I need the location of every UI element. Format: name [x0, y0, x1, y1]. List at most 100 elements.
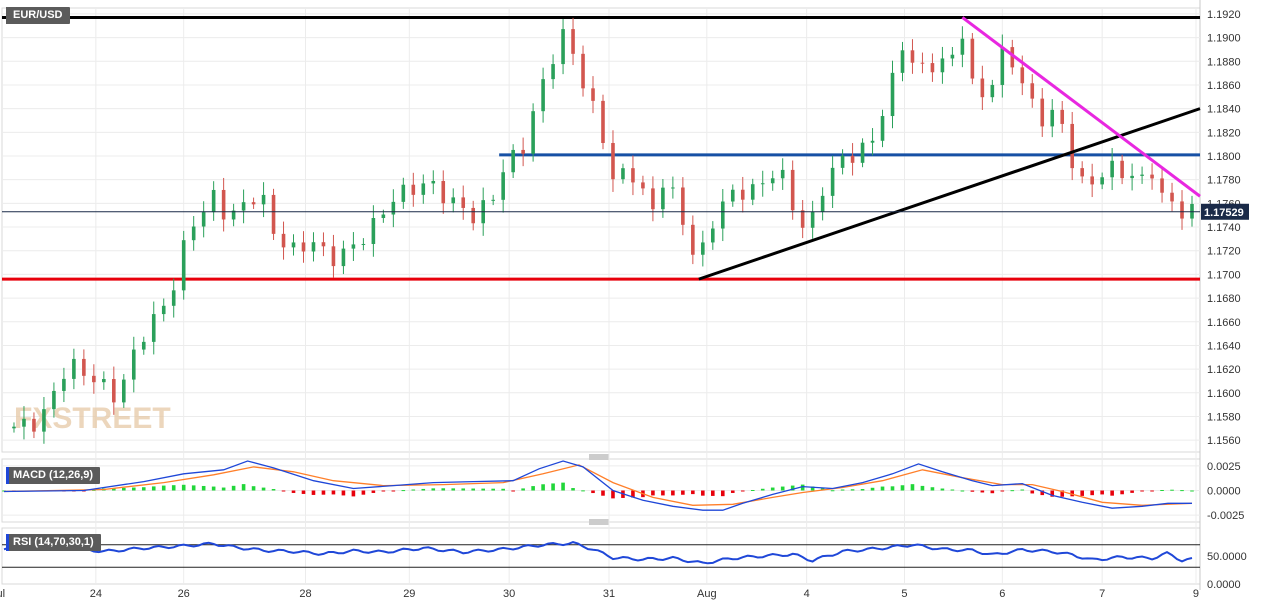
candle-body	[840, 155, 845, 168]
candle-body	[521, 149, 525, 154]
macd-histogram-bar	[1130, 490, 1134, 493]
rsi-tag: RSI (14,70,30,1)	[6, 534, 101, 551]
macd-line	[3, 460, 1192, 511]
macd-histogram-bar	[511, 490, 515, 492]
candle-body	[681, 187, 685, 225]
y-tick-label: 1.1920	[1207, 9, 1241, 21]
macd-histogram-bar	[471, 488, 476, 491]
candle-body	[621, 168, 625, 180]
candle-body	[601, 100, 605, 143]
y-tick-label: 1.1740	[1207, 222, 1241, 234]
candle-body	[271, 194, 276, 234]
y-tick-label: 1.1660	[1207, 317, 1241, 329]
candle-body	[1110, 160, 1114, 178]
candle-body	[671, 187, 675, 189]
macd-histogram-bar	[131, 487, 136, 491]
macd-histogram-bar	[970, 490, 975, 492]
x-tick-label: 7	[1099, 588, 1105, 600]
candle-body	[1180, 201, 1184, 219]
y-tick-label: 1.1840	[1207, 104, 1241, 116]
candle-body	[730, 189, 735, 202]
macd-histogram-bar	[112, 488, 116, 491]
macd-histogram-bar	[960, 490, 965, 492]
candle-body	[401, 184, 406, 202]
macd-histogram-bar	[201, 485, 206, 491]
x-tick-label: 9	[1193, 588, 1199, 600]
macd-histogram-bar	[1120, 490, 1124, 495]
y-tick-label: 1.1860	[1207, 80, 1241, 92]
candle-body	[42, 409, 46, 432]
candle-body	[22, 418, 26, 427]
macd-histogram-bar	[601, 490, 605, 496]
macd-histogram-bar	[1040, 490, 1045, 496]
candle-body	[62, 378, 66, 391]
candle-body	[970, 38, 975, 79]
macd-histogram-bar	[581, 490, 585, 492]
macd-histogram-bar	[1080, 490, 1084, 496]
x-tick-label: 30	[503, 588, 515, 600]
macd-histogram-bar	[860, 489, 865, 491]
macd-histogram-bar	[401, 490, 406, 492]
candle-body	[950, 54, 955, 59]
macd-histogram-bar	[750, 490, 755, 492]
candle-body	[1150, 174, 1154, 179]
candle-body	[720, 201, 725, 229]
macd-histogram-bar	[1140, 490, 1144, 492]
candle-body	[361, 243, 366, 245]
macd-histogram-bar	[411, 489, 416, 491]
macd-histogram-bar	[880, 486, 885, 491]
macd-histogram-bar	[611, 490, 615, 499]
candle-body	[860, 142, 865, 163]
candle-body	[421, 183, 426, 195]
macd-histogram-bar	[331, 490, 336, 495]
macd-histogram-bar	[261, 487, 266, 491]
candle-body	[1030, 83, 1035, 99]
y-tick-label: 1.1640	[1207, 340, 1241, 352]
macd-histogram-bar	[501, 488, 505, 491]
macd-histogram-bar	[591, 490, 595, 494]
candle-body	[1080, 168, 1084, 177]
candle-body	[301, 242, 306, 252]
macd-histogram-bar	[850, 489, 855, 491]
candle-body	[740, 189, 745, 200]
macd-histogram-bar	[461, 488, 466, 491]
macd-histogram-bar	[1010, 490, 1015, 492]
candle-body	[161, 305, 166, 315]
candle-body	[1000, 47, 1005, 85]
macd-histogram-bar	[800, 484, 805, 491]
candle-body	[511, 149, 515, 173]
macd-histogram-bar	[770, 487, 775, 491]
candle-body	[581, 53, 585, 89]
x-tick-label: Aug	[697, 588, 717, 600]
macd-histogram-bar	[1030, 490, 1035, 494]
macd-histogram-bar	[661, 490, 665, 496]
macd-label: MACD (12,26,9)	[13, 469, 94, 481]
y-tick-label: 1.1580	[1207, 411, 1241, 423]
candle-body	[561, 29, 565, 65]
candle-body	[920, 62, 925, 64]
macd-histogram-bar	[910, 484, 915, 491]
macd-histogram-bar	[1180, 490, 1184, 492]
macd-histogram-bar	[890, 486, 895, 491]
candle-body	[451, 197, 456, 204]
candle-body	[770, 178, 775, 184]
macd-histogram-bar	[730, 490, 735, 493]
macd-histogram-bar	[541, 484, 545, 491]
candle-body	[351, 244, 356, 249]
macd-histogram-bar	[551, 483, 555, 491]
macd-histogram-bar	[561, 482, 565, 491]
macd-histogram-bar	[151, 486, 156, 491]
macd-histogram-bar	[990, 490, 995, 494]
macd-histogram-bar	[361, 490, 366, 495]
macd-histogram-bar	[161, 485, 166, 491]
macd-histogram-bar	[810, 486, 815, 491]
rsi-tick-label: 0.0000	[1207, 579, 1241, 591]
candle-body	[760, 183, 765, 185]
candle-body	[251, 202, 256, 205]
y-tick-label: 1.1800	[1207, 151, 1241, 163]
candle-body	[1190, 203, 1194, 219]
macd-tick-label: 0.0000	[1207, 486, 1241, 498]
macd-histogram-bar	[1170, 489, 1174, 491]
macd-histogram-bar	[1110, 490, 1114, 496]
